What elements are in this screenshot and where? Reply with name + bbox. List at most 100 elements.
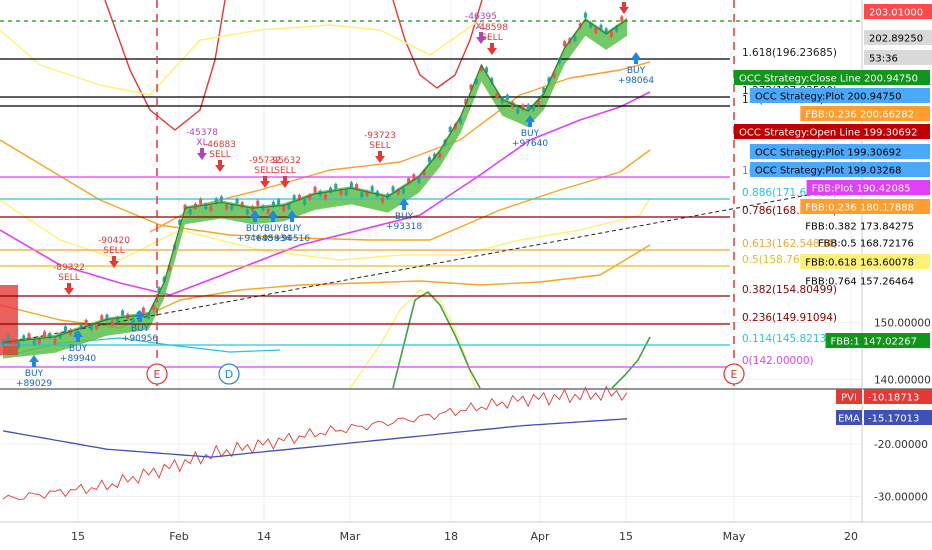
series-tag-name: EMA <box>838 414 860 425</box>
value-tag-label: OCC Strategy:Open Line 199.30692 <box>739 128 918 139</box>
time-tick-label: 18 <box>444 530 458 543</box>
candle-body <box>563 41 567 47</box>
buy-value: +89940 <box>60 354 96 364</box>
candle-body <box>552 72 556 78</box>
candle-body <box>422 170 426 176</box>
indicator-band-2 <box>0 19 481 96</box>
candle-body <box>344 190 348 196</box>
value-tag <box>800 106 930 121</box>
value-tag <box>864 4 932 19</box>
candle-body <box>17 342 21 348</box>
candle-body <box>277 199 281 205</box>
candle-body <box>526 104 530 110</box>
candle-body <box>313 186 317 192</box>
candle-body <box>89 324 93 330</box>
candle-body <box>209 205 213 211</box>
sell-value: -95732 <box>249 156 281 166</box>
value-tag-label: 202.89250 <box>869 34 923 45</box>
candle-body <box>235 198 239 204</box>
candle-body <box>240 202 244 208</box>
sell-arrow-icon <box>476 32 486 44</box>
candle-body <box>131 318 135 324</box>
series-ema <box>2 418 628 458</box>
sell-arrow-icon <box>64 283 74 295</box>
candle-body <box>474 78 478 84</box>
candle-body <box>32 339 36 345</box>
candle-body <box>537 100 541 106</box>
candle-body <box>334 183 338 189</box>
sell-value: -89322 <box>53 263 85 273</box>
candle-body <box>110 320 114 326</box>
candle-body <box>308 194 312 200</box>
occ-ribbon-red <box>0 285 18 355</box>
candle-body <box>495 92 499 98</box>
sell-arrow-icon <box>260 176 270 188</box>
candle-body <box>453 123 457 129</box>
indicator-band-4 <box>0 139 651 241</box>
sell-label: SELL <box>254 166 275 176</box>
candle-body <box>360 192 364 198</box>
buy-value: +94516 <box>274 234 310 244</box>
event-marker-label-0: E <box>154 368 161 381</box>
candle-body <box>95 323 99 329</box>
sell-label: SELL <box>58 273 79 283</box>
candle-body <box>355 184 359 190</box>
value-tag-label: FBB:0.5 168.72176 <box>818 239 914 250</box>
buy-label: BUY <box>69 344 88 354</box>
candle-body <box>349 182 353 188</box>
buy-label: BUY <box>264 224 283 234</box>
candle-body <box>256 200 260 206</box>
candle-body <box>417 177 421 183</box>
trade-signals: BUY+89029SELL-89322BUY+89940SELL-90420BU… <box>16 0 654 389</box>
candle-body <box>282 205 286 211</box>
buy-value: +98064 <box>618 76 654 86</box>
pvi-tick-label: -30.00000 <box>874 492 928 504</box>
time-tick-label: 15 <box>71 530 85 543</box>
value-tag-label: OCC Strategy:Plot 199.30692 <box>755 148 902 159</box>
price-line <box>2 18 628 344</box>
buy-label: BUY <box>521 129 540 139</box>
sell-label: SELL <box>481 33 502 43</box>
buy-arrow-icon <box>287 210 297 222</box>
buy-arrow-icon <box>631 52 641 64</box>
value-tag <box>800 254 930 269</box>
value-tag-label: OCC Strategy:Close Line 200.94750 <box>739 74 918 85</box>
series-tag-name-bg <box>836 389 862 404</box>
candle-body <box>448 126 452 132</box>
candle-body <box>37 338 41 344</box>
candle-body <box>615 26 619 32</box>
price-candles <box>1 11 628 350</box>
trendline <box>19 184 863 341</box>
candle-body <box>6 334 10 340</box>
fib-label-0: 1.618(196.23685) <box>742 47 837 59</box>
sell-value: -46395 <box>465 12 497 22</box>
buy-arrow-icon <box>399 198 409 210</box>
value-tag-label: OCC Strategy:Plot 199.03268 <box>755 166 902 177</box>
buy-value: +97640 <box>512 139 548 149</box>
candle-body <box>188 209 192 215</box>
buy-arrow-icon <box>73 330 83 342</box>
value-tag-label: FBB:0.236 180.17888 <box>805 203 914 214</box>
candle-body <box>152 304 156 310</box>
sell-label: XL <box>196 138 207 148</box>
indicator-band-0 <box>104 0 226 131</box>
candle-body <box>401 188 405 194</box>
value-tag <box>806 180 930 195</box>
buy-arrow-icon <box>135 310 145 322</box>
candle-body <box>287 204 291 210</box>
candle-body <box>594 28 598 34</box>
value-tag-label: FBB:0.382 173.84275 <box>805 222 914 233</box>
buy-label: BUY <box>395 212 414 222</box>
sell-value: -95632 <box>269 156 301 166</box>
value-tag-label: FBB:1 147.02267 <box>831 337 917 348</box>
candle-body <box>100 315 104 321</box>
candle-body <box>381 197 385 203</box>
candle-body <box>609 31 613 37</box>
sell-arrow-icon <box>215 160 225 172</box>
fib-label-8: 0.382(154.80499) <box>742 284 837 296</box>
value-tag <box>749 88 930 103</box>
buy-label: BUY <box>25 369 44 379</box>
buy-arrow-icon <box>525 115 535 127</box>
buy-arrow-icon <box>29 355 39 367</box>
